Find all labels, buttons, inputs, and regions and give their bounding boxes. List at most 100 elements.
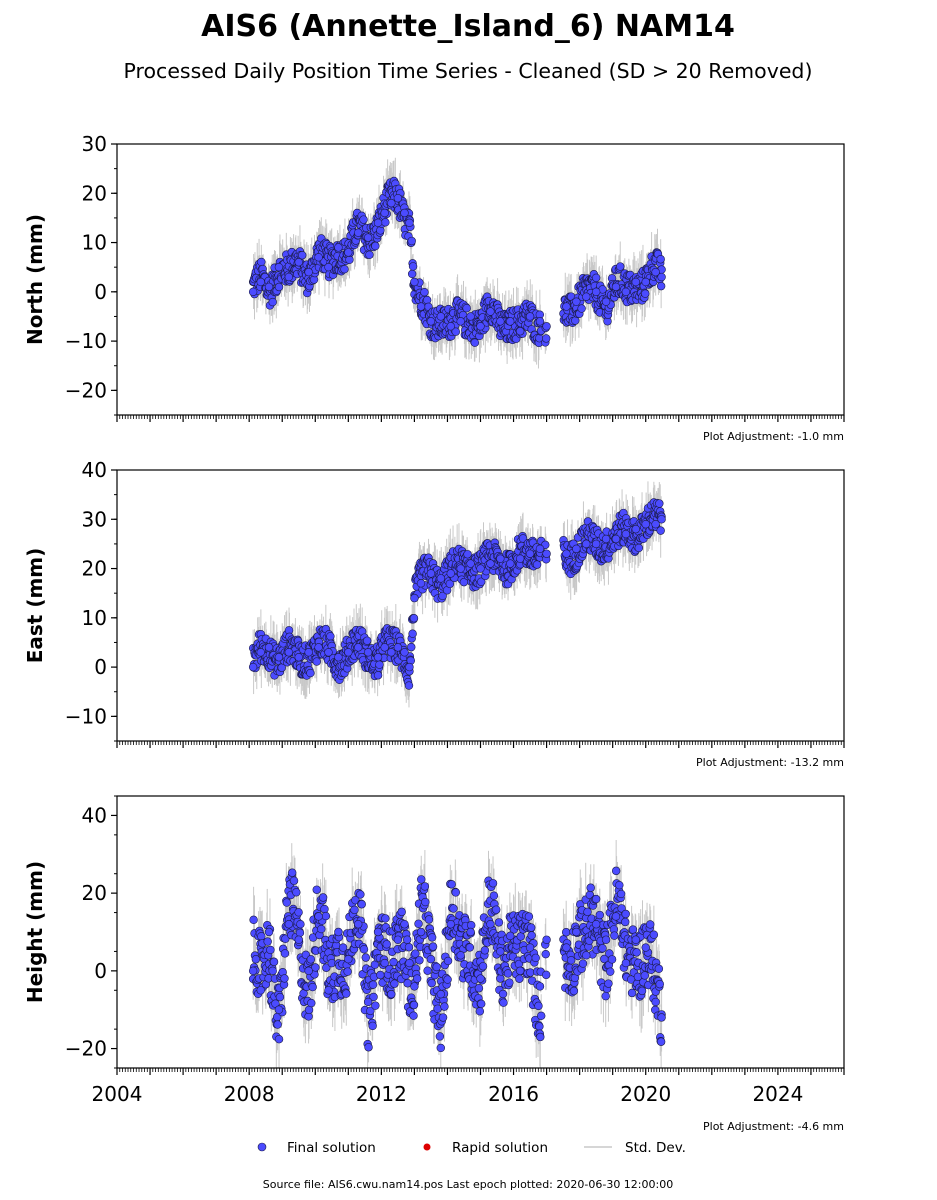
chart-title: AIS6 (Annette_Island_6) NAM14 [201, 9, 735, 44]
data-point [264, 282, 274, 292]
data-point [408, 262, 418, 271]
data-point [256, 648, 265, 657]
data-point [363, 648, 373, 657]
data-point [506, 559, 515, 568]
data-point [306, 668, 315, 678]
data-point [264, 643, 274, 652]
data-point [326, 632, 335, 641]
data-point [257, 932, 266, 941]
data-point [405, 218, 414, 228]
data-point [354, 643, 363, 652]
data-point [371, 241, 380, 251]
data-point [248, 287, 258, 297]
data-point [274, 282, 284, 292]
data-point [251, 955, 261, 964]
data-point [496, 554, 505, 563]
y-tick-label: −10 [65, 329, 107, 353]
y-tick-label: 10 [82, 231, 107, 255]
data-point [438, 591, 447, 601]
data-point [340, 265, 349, 274]
data-point [410, 277, 419, 287]
data-point [416, 302, 426, 311]
plot-adjustment-label: Plot Adjustment: -1.0 mm [703, 430, 844, 443]
data-point [257, 257, 266, 267]
data-point [656, 255, 665, 264]
data-point [284, 272, 294, 282]
data-point [354, 228, 363, 237]
data-point [446, 569, 455, 578]
data-point [462, 303, 471, 313]
data-layer [248, 839, 666, 1068]
data-point [380, 208, 389, 218]
data-point [466, 559, 475, 568]
data-point [362, 636, 372, 645]
data-point [365, 250, 374, 259]
data-point [400, 648, 409, 657]
data-point [363, 233, 373, 242]
data-point [582, 292, 591, 301]
data-point [657, 515, 666, 524]
data-point [631, 524, 641, 534]
data-point [470, 338, 480, 347]
data-point [496, 317, 505, 326]
chart-subtitle: Processed Daily Position Time Series - C… [124, 59, 813, 83]
data-point [641, 277, 650, 287]
data-point [616, 262, 625, 271]
data-point [456, 564, 465, 573]
data-point [408, 629, 417, 638]
data-point [294, 653, 303, 662]
data-point [656, 526, 665, 535]
data-point [334, 653, 343, 662]
data-point [657, 272, 666, 282]
data-point [463, 550, 472, 559]
data-point [641, 519, 650, 529]
data-point [515, 554, 525, 563]
data-point [274, 653, 284, 662]
data-point [400, 208, 409, 218]
data-point [345, 255, 354, 264]
data-point [436, 574, 446, 583]
data-point [515, 327, 525, 336]
data-point [572, 544, 581, 554]
y-tick-label: 40 [82, 458, 107, 482]
data-point [324, 648, 333, 657]
data-point [506, 317, 515, 326]
data-point [525, 312, 535, 321]
data-point [387, 648, 396, 657]
data-point [451, 327, 460, 336]
data-point [634, 543, 644, 553]
plot-adjustment-label: Plot Adjustment: -13.2 mm [696, 756, 844, 769]
data-point [562, 549, 571, 558]
data-point [404, 681, 414, 690]
panels: −20 −10 0 10 20 30 North (mm) Plot Adjustment: … [23, 132, 845, 1133]
panel-frame [116, 143, 845, 416]
data-point [562, 302, 571, 311]
panel-frame [116, 469, 845, 742]
data-point [407, 236, 416, 246]
data-point [651, 267, 660, 277]
data-point [582, 539, 591, 549]
y-axis-label: North (mm) [23, 214, 47, 345]
data-point [426, 569, 436, 578]
data-point [446, 322, 455, 331]
data-point [466, 312, 475, 321]
point-layer [248, 498, 666, 690]
y-axis-label: East (mm) [23, 548, 47, 664]
data-point [407, 642, 416, 652]
data-point [381, 218, 390, 227]
data-point [405, 662, 414, 672]
data-point [591, 539, 601, 549]
data-point [426, 317, 436, 326]
y-tick-label: 20 [82, 181, 107, 205]
data-point [655, 499, 664, 508]
data-point [656, 281, 666, 291]
panel-0: −20 −10 0 10 20 30 North (mm) Plot Adjustment: … [23, 132, 845, 443]
y-tick-label: −20 [65, 378, 107, 402]
data-point [344, 648, 353, 657]
data-point [344, 248, 353, 257]
data-point [274, 262, 284, 272]
data-point [445, 579, 455, 589]
data-point [591, 273, 601, 282]
data-point [477, 577, 486, 586]
